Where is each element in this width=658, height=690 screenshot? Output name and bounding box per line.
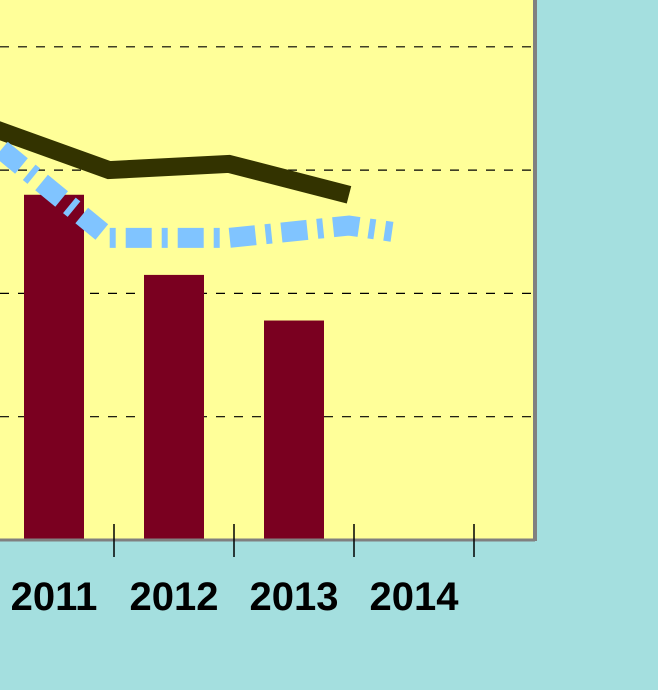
line-series-2 (0, 135, 394, 248)
x-axis (0, 0, 537, 557)
x-tick-label-2013: 2013 (250, 575, 339, 619)
bar-series (24, 194, 324, 540)
x-tick-label-2011: 2011 (11, 575, 98, 619)
x-tick-labels: 102011201220132014 (11, 575, 460, 619)
bar-2011 (24, 194, 84, 540)
x-tick-label-2012: 2012 (130, 575, 219, 619)
bar-2013 (264, 320, 324, 540)
line-series (0, 121, 394, 248)
bar-2012 (144, 274, 204, 540)
line-series-1 (0, 121, 352, 204)
plot-right-border (533, 0, 537, 541)
x-tick-label-2014: 2014 (370, 575, 460, 619)
